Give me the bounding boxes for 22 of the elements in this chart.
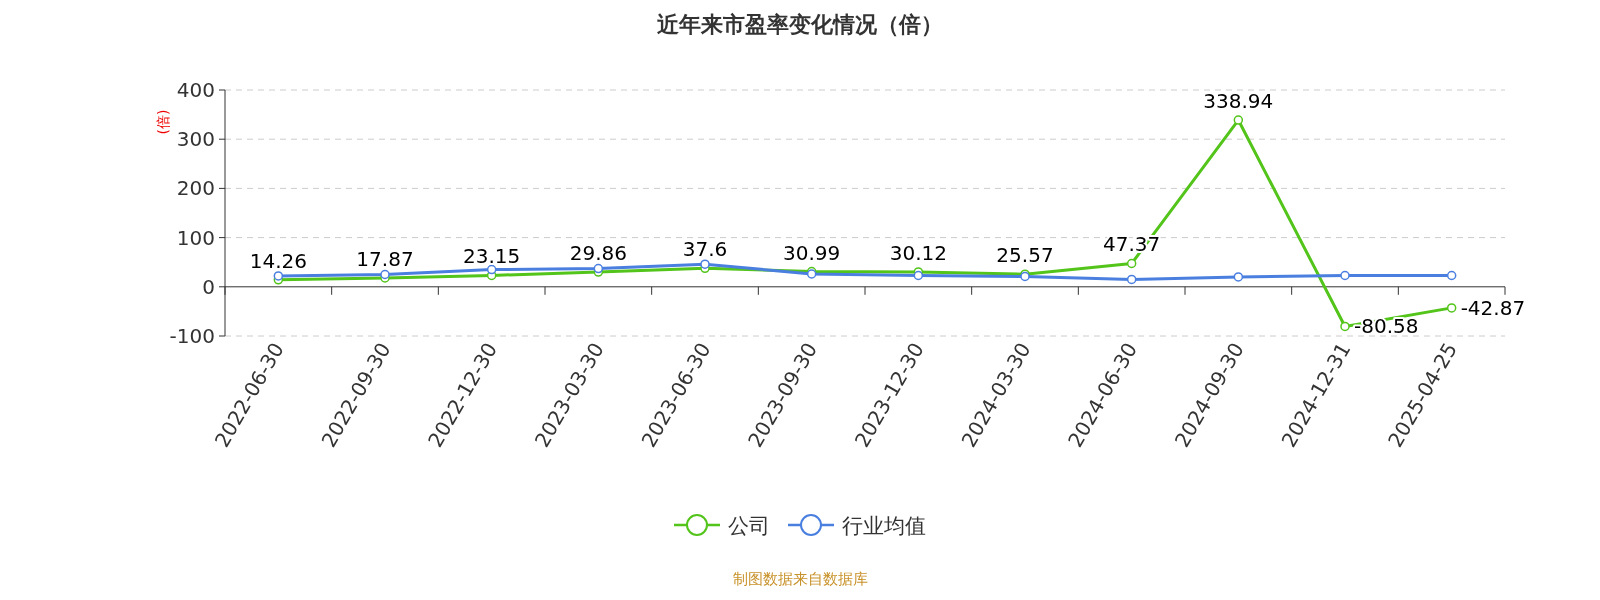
data-label: 37.6 [682, 237, 728, 262]
data-label: 25.57 [996, 243, 1054, 268]
data-label: 17.87 [356, 247, 414, 272]
y-tick-label: 400 [176, 78, 215, 102]
data-label: 338.94 [1203, 89, 1274, 114]
data-label: 30.99 [783, 240, 841, 265]
y-tick-label: 300 [176, 127, 215, 152]
data-label: -80.58 [1354, 314, 1419, 339]
data-label: -42.87 [1460, 295, 1526, 320]
text: 制图数据来自数据库 [732, 570, 868, 588]
chart-title: 近年来市盈率变化情况（倍） [656, 12, 943, 37]
data-label: 30.12 [889, 240, 947, 265]
legend-label: 行业均值 [842, 514, 926, 538]
y-tick-label: 100 [176, 225, 215, 250]
y-tick-label: -100 [169, 324, 215, 348]
y-tick-label: 0 [202, 274, 215, 299]
data-label: 29.86 [569, 241, 627, 266]
y-axis-title: (倍) [155, 109, 171, 135]
data-label: 23.15 [463, 244, 521, 269]
data-label: 14.26 [249, 248, 307, 273]
y-tick-label: 200 [176, 176, 215, 201]
legend-label: 公司 [728, 514, 770, 538]
